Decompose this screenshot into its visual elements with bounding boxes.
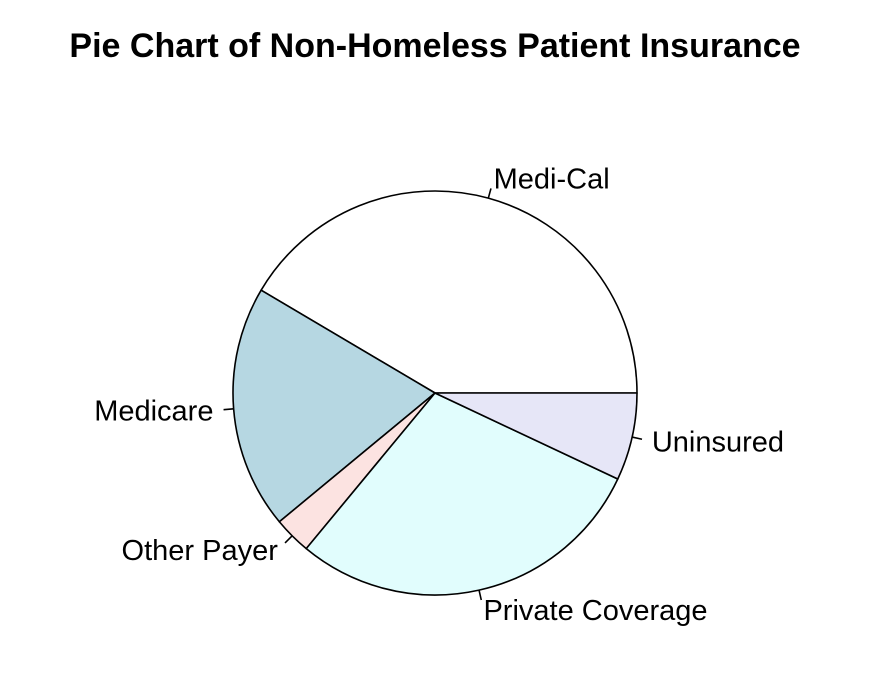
pie-slice-private-coverage <box>305 392 619 596</box>
label-tick-medi-cal <box>487 188 492 199</box>
slice-label-private-coverage: Private Coverage <box>483 595 707 627</box>
label-tick-other-payer <box>284 535 293 544</box>
label-ticks <box>223 188 643 601</box>
slice-label-medicare: Medicare <box>94 395 213 427</box>
slice-label-other-payer: Other Payer <box>122 535 279 567</box>
pie-slices <box>232 190 638 596</box>
label-tick-uninsured <box>631 436 643 441</box>
slice-labels: Medi-Cal Medicare Other Payer Private Cover… <box>94 164 784 627</box>
label-tick-medicare <box>223 408 234 411</box>
label-tick-private-coverage <box>478 589 483 601</box>
pie-slice-medi-cal <box>260 190 638 394</box>
pie-slice-uninsured <box>434 392 638 480</box>
pie-slice-medicare <box>232 289 436 523</box>
chart-title: Pie Chart of Non-Homeless Patient Insura… <box>69 27 800 65</box>
slice-label-medi-cal: Medi-Cal <box>494 164 610 196</box>
slice-label-uninsured: Uninsured <box>652 426 784 458</box>
